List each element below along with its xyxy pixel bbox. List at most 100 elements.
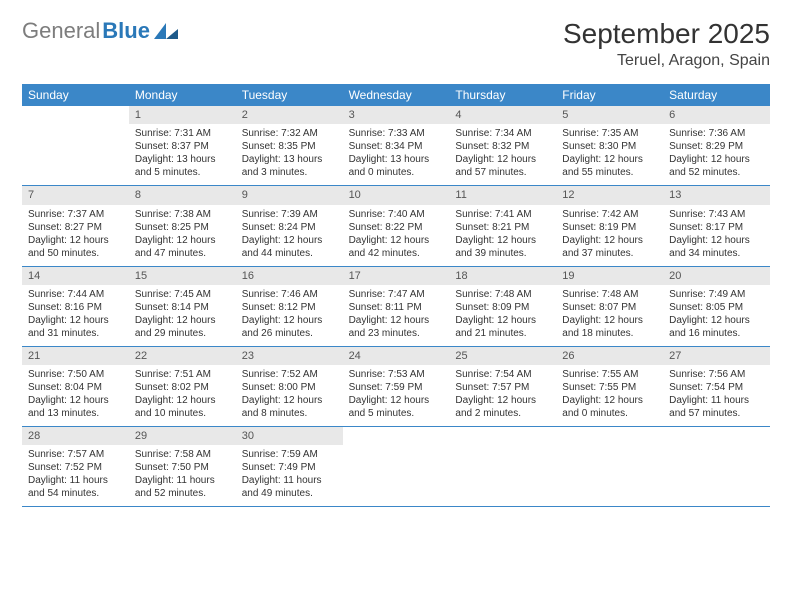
daylight-text: Daylight: 12 hours and 52 minutes.: [669, 153, 764, 179]
sunrise-text: Sunrise: 7:34 AM: [455, 127, 550, 140]
sunset-text: Sunset: 8:35 PM: [242, 140, 337, 153]
sunset-text: Sunset: 7:57 PM: [455, 381, 550, 394]
sunset-text: Sunset: 7:50 PM: [135, 461, 230, 474]
calendar-cell: 4Sunrise: 7:34 AMSunset: 8:32 PMDaylight…: [449, 106, 556, 185]
sunrise-text: Sunrise: 7:49 AM: [669, 288, 764, 301]
calendar-cell: 22Sunrise: 7:51 AMSunset: 8:02 PMDayligh…: [129, 347, 236, 426]
sunset-text: Sunset: 8:24 PM: [242, 221, 337, 234]
logo-text-gray: General: [22, 18, 100, 44]
sunrise-text: Sunrise: 7:38 AM: [135, 208, 230, 221]
day-header-friday: Friday: [556, 84, 663, 106]
day-header-monday: Monday: [129, 84, 236, 106]
calendar-cell: 19Sunrise: 7:48 AMSunset: 8:07 PMDayligh…: [556, 267, 663, 346]
sunset-text: Sunset: 8:21 PM: [455, 221, 550, 234]
day-number: 1: [129, 106, 236, 124]
sunrise-text: Sunrise: 7:56 AM: [669, 368, 764, 381]
daylight-text: Daylight: 12 hours and 8 minutes.: [242, 394, 337, 420]
calendar-cell: 2Sunrise: 7:32 AMSunset: 8:35 PMDaylight…: [236, 106, 343, 185]
day-number: 12: [556, 186, 663, 204]
daylight-text: Daylight: 12 hours and 10 minutes.: [135, 394, 230, 420]
sunset-text: Sunset: 8:16 PM: [28, 301, 123, 314]
sunset-text: Sunset: 7:52 PM: [28, 461, 123, 474]
day-number: 14: [22, 267, 129, 285]
day-number: 7: [22, 186, 129, 204]
calendar-cell: 20Sunrise: 7:49 AMSunset: 8:05 PMDayligh…: [663, 267, 770, 346]
calendar-cell: 12Sunrise: 7:42 AMSunset: 8:19 PMDayligh…: [556, 186, 663, 265]
day-header-wednesday: Wednesday: [343, 84, 450, 106]
sunrise-text: Sunrise: 7:46 AM: [242, 288, 337, 301]
sunrise-text: Sunrise: 7:48 AM: [562, 288, 657, 301]
day-number: 22: [129, 347, 236, 365]
sunset-text: Sunset: 8:09 PM: [455, 301, 550, 314]
calendar-cell: 25Sunrise: 7:54 AMSunset: 7:57 PMDayligh…: [449, 347, 556, 426]
logo-triangle-icon: [154, 23, 178, 39]
daylight-text: Daylight: 12 hours and 0 minutes.: [562, 394, 657, 420]
day-header-sunday: Sunday: [22, 84, 129, 106]
sunset-text: Sunset: 8:04 PM: [28, 381, 123, 394]
logo: GeneralBlue: [22, 18, 178, 44]
calendar-cell: 21Sunrise: 7:50 AMSunset: 8:04 PMDayligh…: [22, 347, 129, 426]
day-number: 18: [449, 267, 556, 285]
sunrise-text: Sunrise: 7:39 AM: [242, 208, 337, 221]
sunset-text: Sunset: 8:12 PM: [242, 301, 337, 314]
header: GeneralBlue September 2025 Teruel, Arago…: [22, 18, 770, 70]
day-number: 9: [236, 186, 343, 204]
calendar-cell: [663, 427, 770, 506]
daylight-text: Daylight: 12 hours and 31 minutes.: [28, 314, 123, 340]
sunrise-text: Sunrise: 7:37 AM: [28, 208, 123, 221]
daylight-text: Daylight: 12 hours and 55 minutes.: [562, 153, 657, 179]
sunrise-text: Sunrise: 7:32 AM: [242, 127, 337, 140]
daylight-text: Daylight: 11 hours and 57 minutes.: [669, 394, 764, 420]
day-number: 6: [663, 106, 770, 124]
sunrise-text: Sunrise: 7:50 AM: [28, 368, 123, 381]
day-number: 26: [556, 347, 663, 365]
day-headers-row: SundayMondayTuesdayWednesdayThursdayFrid…: [22, 84, 770, 106]
day-number: 28: [22, 427, 129, 445]
daylight-text: Daylight: 11 hours and 54 minutes.: [28, 474, 123, 500]
daylight-text: Daylight: 12 hours and 37 minutes.: [562, 234, 657, 260]
sunset-text: Sunset: 8:29 PM: [669, 140, 764, 153]
daylight-text: Daylight: 12 hours and 5 minutes.: [349, 394, 444, 420]
sunrise-text: Sunrise: 7:54 AM: [455, 368, 550, 381]
day-number: 16: [236, 267, 343, 285]
day-number: 3: [343, 106, 450, 124]
calendar-cell: 29Sunrise: 7:58 AMSunset: 7:50 PMDayligh…: [129, 427, 236, 506]
day-number: 30: [236, 427, 343, 445]
sunset-text: Sunset: 8:25 PM: [135, 221, 230, 234]
sunrise-text: Sunrise: 7:47 AM: [349, 288, 444, 301]
logo-text-blue: Blue: [102, 18, 150, 44]
sunrise-text: Sunrise: 7:33 AM: [349, 127, 444, 140]
day-number: 4: [449, 106, 556, 124]
day-number: 17: [343, 267, 450, 285]
sunrise-text: Sunrise: 7:59 AM: [242, 448, 337, 461]
sunrise-text: Sunrise: 7:36 AM: [669, 127, 764, 140]
sunrise-text: Sunrise: 7:57 AM: [28, 448, 123, 461]
calendar-cell: 1Sunrise: 7:31 AMSunset: 8:37 PMDaylight…: [129, 106, 236, 185]
week-row: 21Sunrise: 7:50 AMSunset: 8:04 PMDayligh…: [22, 347, 770, 427]
calendar: SundayMondayTuesdayWednesdayThursdayFrid…: [22, 84, 770, 507]
calendar-cell: 24Sunrise: 7:53 AMSunset: 7:59 PMDayligh…: [343, 347, 450, 426]
sunset-text: Sunset: 8:02 PM: [135, 381, 230, 394]
day-number: 19: [556, 267, 663, 285]
calendar-cell: 9 Sunrise: 7:39 AMSunset: 8:24 PMDaylight…: [236, 186, 343, 265]
day-number: 13: [663, 186, 770, 204]
day-number: 24: [343, 347, 450, 365]
calendar-cell: [343, 427, 450, 506]
daylight-text: Daylight: 12 hours and 44 minutes.: [242, 234, 337, 260]
sunrise-text: Sunrise: 7:41 AM: [455, 208, 550, 221]
daylight-text: Daylight: 12 hours and 47 minutes.: [135, 234, 230, 260]
daylight-text: Daylight: 12 hours and 34 minutes.: [669, 234, 764, 260]
week-row: 28 Sunrise: 7:57 AMSunset: 7:52 PMDayligh…: [22, 427, 770, 507]
calendar-cell: [556, 427, 663, 506]
calendar-cell: 10Sunrise: 7:40 AMSunset: 8:22 PMDayligh…: [343, 186, 450, 265]
daylight-text: Daylight: 12 hours and 2 minutes.: [455, 394, 550, 420]
sunset-text: Sunset: 8:05 PM: [669, 301, 764, 314]
day-number: 15: [129, 267, 236, 285]
sunset-text: Sunset: 8:00 PM: [242, 381, 337, 394]
sunrise-text: Sunrise: 7:44 AM: [28, 288, 123, 301]
sunset-text: Sunset: 8:30 PM: [562, 140, 657, 153]
sunset-text: Sunset: 8:22 PM: [349, 221, 444, 234]
calendar-cell: [449, 427, 556, 506]
day-header-tuesday: Tuesday: [236, 84, 343, 106]
sunrise-text: Sunrise: 7:45 AM: [135, 288, 230, 301]
